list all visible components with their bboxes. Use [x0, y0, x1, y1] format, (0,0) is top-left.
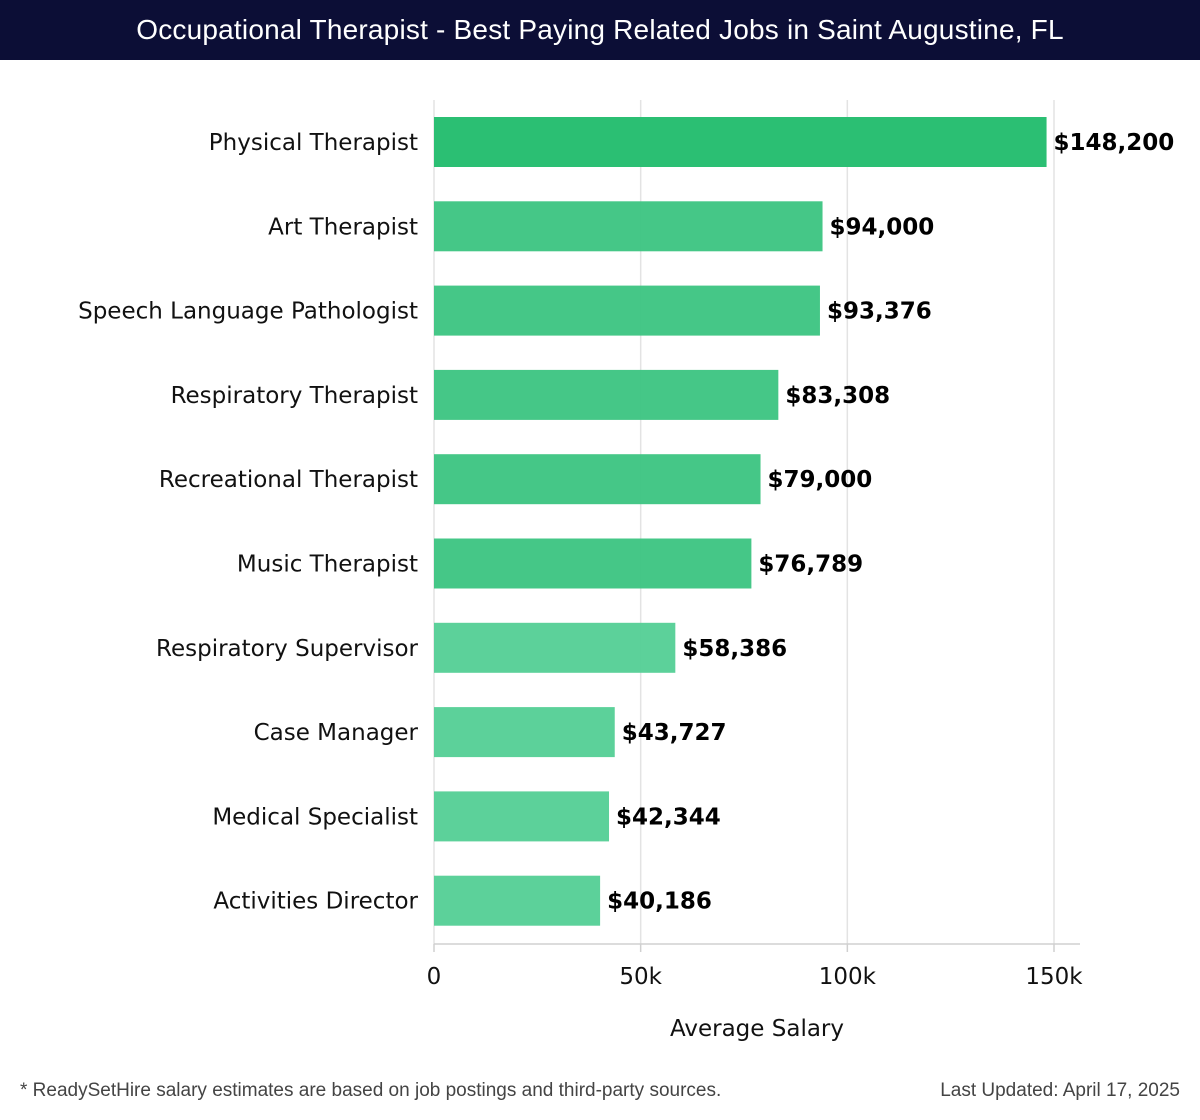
- x-axis: 0 50k 100k 150k Average Salary: [427, 943, 1083, 1042]
- category-label-5: Music Therapist: [237, 552, 418, 578]
- bar-3: [434, 369, 779, 420]
- bar-0: [434, 117, 1047, 167]
- x-axis-title: Average Salary: [670, 1016, 844, 1042]
- value-label-1: $94,000: [830, 214, 935, 240]
- category-label-1: Art Therapist: [268, 214, 418, 240]
- category-label-8: Medical Specialist: [212, 804, 418, 830]
- category-label-4: Recreational Therapist: [159, 467, 418, 493]
- value-label-6: $58,386: [682, 636, 787, 662]
- last-updated: Last Updated: April 17, 2025: [940, 1080, 1180, 1101]
- bar-9: [434, 875, 601, 926]
- value-label-8: $42,344: [616, 804, 721, 830]
- bar-4: [434, 454, 761, 505]
- value-label-9: $40,186: [607, 889, 712, 915]
- chart-title: Occupational Therapist - Best Paying Rel…: [136, 14, 1064, 45]
- category-label-7: Case Manager: [254, 720, 419, 746]
- category-label-2: Speech Language Pathologist: [78, 299, 418, 325]
- value-label-3: $83,308: [785, 383, 890, 409]
- category-label-6: Respiratory Supervisor: [156, 636, 419, 662]
- bar-6: [434, 622, 676, 673]
- x-tick-label-3: 150k: [1025, 964, 1083, 990]
- labels: Physical Therapist $148,200 Art Therapist $…: [78, 130, 1174, 915]
- bar-1: [434, 201, 823, 252]
- category-label-3: Respiratory Therapist: [171, 383, 418, 409]
- value-label-7: $43,727: [622, 720, 727, 746]
- category-label-9: Activities Director: [213, 889, 418, 915]
- value-label-2: $93,376: [827, 299, 932, 325]
- value-label-4: $79,000: [768, 467, 873, 493]
- value-label-0: $148,200: [1054, 130, 1175, 156]
- x-tick-label-0: 0: [427, 964, 442, 990]
- category-label-0: Physical Therapist: [209, 130, 418, 156]
- bar-7: [434, 707, 615, 758]
- bar-8: [434, 791, 610, 842]
- x-tick-label-1: 50k: [619, 964, 662, 990]
- bar-2: [434, 285, 820, 336]
- value-label-5: $76,789: [758, 552, 863, 578]
- footer-note: * ReadySetHire salary estimates are base…: [20, 1080, 722, 1101]
- title-bar: Occupational Therapist - Best Paying Rel…: [0, 0, 1200, 60]
- x-tick-label-2: 100k: [819, 964, 877, 990]
- bars: [434, 117, 1047, 926]
- salary-bar-chart: Physical Therapist $148,200 Art Therapist $…: [78, 100, 1174, 1042]
- footer: * ReadySetHire salary estimates are base…: [0, 1076, 1200, 1110]
- bar-5: [434, 538, 752, 589]
